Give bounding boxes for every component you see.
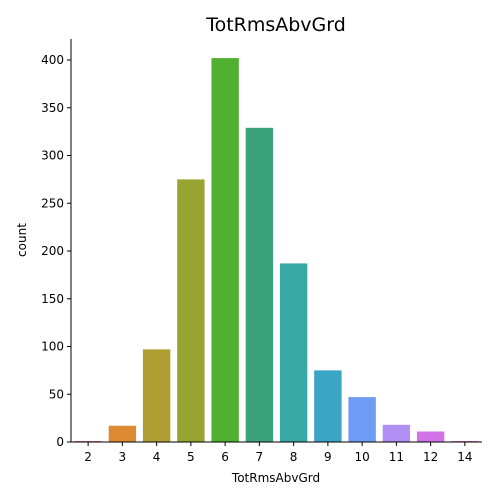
y-tick-label: 150 — [41, 292, 64, 306]
x-axis: 2 3 4 5 6 7 8 9 10 11 12 14 — [84, 442, 473, 464]
x-tick-label: 6 — [221, 450, 229, 464]
y-tick-label: 400 — [41, 53, 64, 67]
x-tick-label: 12 — [423, 450, 438, 464]
x-tick-label: 14 — [457, 450, 472, 464]
bars — [74, 58, 479, 443]
y-tick-label: 250 — [41, 196, 64, 210]
bar-10 — [348, 397, 376, 442]
x-tick-label: 4 — [153, 450, 161, 464]
x-tick-label: 10 — [354, 450, 369, 464]
chart-title: TotRmsAbvGrd — [205, 14, 346, 36]
y-tick-label: 50 — [49, 387, 64, 401]
bar-11 — [382, 424, 411, 442]
bar-7 — [245, 127, 274, 442]
x-tick-label: 8 — [290, 450, 298, 464]
bar-6 — [211, 58, 239, 443]
x-tick-label: 9 — [324, 450, 332, 464]
bar-12 — [416, 431, 445, 442]
x-tick-label: 5 — [187, 450, 195, 464]
y-tick-label: 200 — [41, 244, 64, 258]
bar-5 — [177, 179, 205, 442]
bar-8 — [279, 263, 308, 442]
x-tick-label: 7 — [256, 450, 264, 464]
y-tick-label: 100 — [41, 340, 64, 354]
y-tick-label: 0 — [56, 435, 64, 449]
x-axis-label: TotRmsAbvGrd — [231, 471, 320, 485]
x-tick-label: 2 — [84, 450, 92, 464]
y-axis: 0 50 100 150 200 250 300 350 400 — [41, 53, 71, 449]
y-axis-label: count — [15, 223, 29, 257]
x-tick-label: 11 — [389, 450, 404, 464]
y-tick-label: 300 — [41, 149, 64, 163]
bar-9 — [314, 370, 342, 442]
bar-4 — [142, 349, 171, 442]
y-tick-label: 350 — [41, 101, 64, 115]
bar-3 — [108, 425, 137, 442]
x-tick-label: 3 — [119, 450, 127, 464]
